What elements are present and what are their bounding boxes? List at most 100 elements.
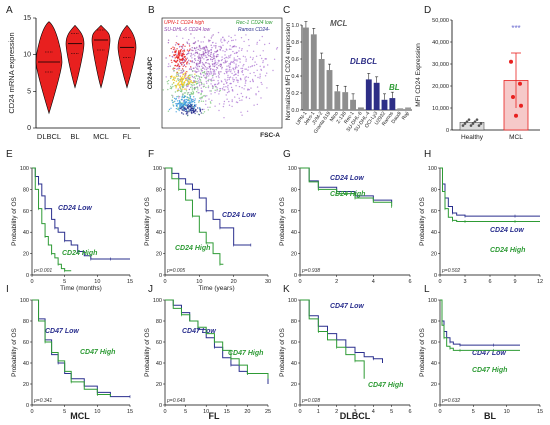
event-point bbox=[184, 102, 186, 105]
km-curve-0 bbox=[165, 167, 251, 246]
event-point bbox=[197, 75, 199, 77]
event-point bbox=[229, 45, 231, 47]
event-point bbox=[175, 107, 178, 110]
tick-label: 30 bbox=[265, 279, 271, 285]
event-point bbox=[199, 61, 201, 64]
km-curve-1 bbox=[32, 299, 111, 397]
event-point bbox=[180, 55, 183, 57]
y-axis-label: Probability of OS bbox=[144, 196, 151, 245]
y-axis-label: Probability of OS bbox=[279, 196, 286, 245]
event-point bbox=[231, 99, 233, 101]
event-point bbox=[176, 105, 178, 107]
event-point bbox=[177, 107, 179, 109]
event-point bbox=[216, 87, 218, 89]
event-point bbox=[227, 57, 229, 59]
event-point bbox=[227, 86, 229, 88]
data-point bbox=[467, 118, 471, 121]
y-axis-label: Probability of OS bbox=[11, 196, 18, 245]
event-point bbox=[186, 96, 189, 99]
tick-label: 20 bbox=[231, 279, 237, 285]
event-point bbox=[241, 70, 244, 72]
event-point bbox=[185, 57, 187, 59]
event-point bbox=[254, 75, 256, 77]
event-point bbox=[245, 34, 247, 36]
event-point bbox=[184, 45, 186, 47]
tick-label: 1 bbox=[317, 409, 320, 415]
event-point bbox=[175, 86, 177, 88]
km-curve-1 bbox=[300, 299, 365, 379]
series-label: CD47 Low bbox=[330, 303, 364, 310]
event-point bbox=[256, 86, 259, 88]
event-point bbox=[200, 87, 202, 89]
event-point bbox=[173, 79, 176, 82]
event-point bbox=[198, 92, 200, 94]
tick-label: 4 bbox=[372, 279, 375, 285]
event-point bbox=[187, 107, 190, 110]
event-point bbox=[218, 109, 220, 112]
event-point bbox=[186, 71, 188, 73]
event-point bbox=[217, 75, 220, 77]
tick-label: 40 bbox=[291, 361, 297, 367]
event-point bbox=[224, 61, 227, 63]
plot-frame bbox=[161, 17, 283, 129]
event-point bbox=[178, 67, 181, 70]
event-point bbox=[191, 49, 193, 51]
event-point bbox=[199, 60, 201, 63]
tick-label: 0 bbox=[298, 279, 301, 285]
event-point bbox=[235, 85, 237, 87]
event-point bbox=[187, 51, 190, 53]
event-point bbox=[210, 83, 212, 85]
event-point bbox=[184, 106, 186, 109]
event-point bbox=[186, 53, 188, 56]
event-point bbox=[236, 51, 238, 54]
event-point bbox=[201, 82, 203, 85]
event-point bbox=[210, 53, 212, 56]
tick-label: 0.8 bbox=[291, 40, 299, 46]
event-point bbox=[213, 79, 215, 82]
tick-label: 40 bbox=[431, 230, 437, 236]
event-point bbox=[213, 70, 215, 72]
annotation-bl: BL bbox=[389, 83, 400, 92]
event-point bbox=[178, 84, 181, 86]
series-label: CD24 High bbox=[62, 250, 97, 257]
event-point bbox=[262, 50, 264, 52]
event-point bbox=[182, 43, 184, 46]
event-point bbox=[236, 101, 239, 104]
event-point bbox=[190, 33, 192, 35]
event-point bbox=[189, 109, 191, 112]
event-point bbox=[247, 39, 250, 41]
tick-label: 60 bbox=[156, 209, 162, 215]
event-point bbox=[241, 48, 243, 50]
event-point bbox=[182, 37, 184, 39]
event-point bbox=[189, 75, 191, 77]
event-point bbox=[179, 80, 181, 82]
event-point bbox=[192, 42, 195, 44]
event-point bbox=[181, 98, 183, 101]
panel-letter-C: C bbox=[283, 5, 290, 16]
event-point bbox=[214, 89, 216, 92]
event-point bbox=[233, 59, 235, 61]
event-point bbox=[205, 86, 207, 89]
tick-label: 100 bbox=[428, 298, 437, 304]
event-point bbox=[180, 81, 183, 84]
event-point bbox=[167, 39, 170, 41]
event-point bbox=[172, 105, 175, 107]
violin-MCL bbox=[91, 24, 111, 89]
event-point bbox=[178, 65, 181, 68]
event-point bbox=[189, 86, 192, 89]
event-point bbox=[218, 65, 220, 67]
tick-label: 40 bbox=[23, 230, 29, 236]
event-point bbox=[192, 49, 194, 52]
tick-label: 10 bbox=[504, 409, 510, 415]
event-point bbox=[259, 77, 261, 79]
event-point bbox=[187, 81, 190, 83]
event-point bbox=[206, 52, 208, 54]
tick-label: 60 bbox=[291, 340, 297, 346]
event-point bbox=[177, 79, 180, 82]
event-point bbox=[244, 84, 246, 87]
event-point bbox=[175, 61, 177, 64]
tick-label: 40 bbox=[156, 361, 162, 367]
event-point bbox=[253, 64, 256, 67]
event-point bbox=[251, 78, 254, 81]
event-point bbox=[202, 48, 205, 50]
